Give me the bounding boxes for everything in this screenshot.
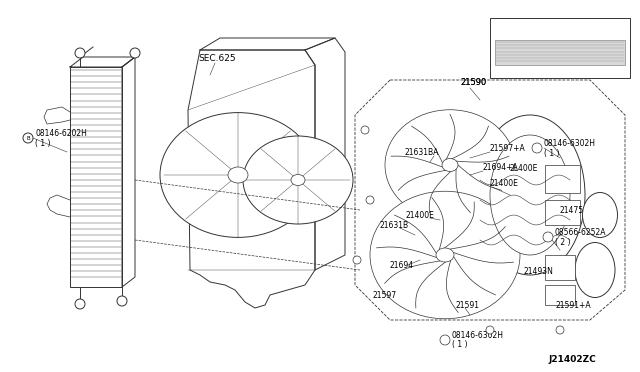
Text: 21631B: 21631B [380, 221, 409, 230]
Text: B: B [535, 145, 539, 151]
Ellipse shape [582, 192, 618, 237]
Text: 21590: 21590 [460, 77, 486, 87]
Circle shape [117, 296, 127, 306]
Circle shape [353, 256, 361, 264]
Text: 08146-6302H: 08146-6302H [452, 330, 504, 340]
Text: ( 1 ): ( 1 ) [452, 340, 467, 350]
Circle shape [75, 48, 85, 58]
Text: 08146-6202H: 08146-6202H [35, 128, 87, 138]
Bar [545, 285, 575, 305]
Text: 21591: 21591 [456, 301, 480, 310]
Circle shape [532, 143, 542, 153]
Text: 21400E: 21400E [490, 179, 519, 187]
Circle shape [440, 335, 450, 345]
Text: 21493N: 21493N [524, 267, 554, 276]
Text: 21475: 21475 [560, 205, 584, 215]
Ellipse shape [385, 110, 515, 220]
Circle shape [130, 48, 140, 58]
Circle shape [23, 133, 33, 143]
Text: B: B [26, 135, 30, 141]
Text: 08146-6302H: 08146-6302H [544, 138, 596, 148]
Text: 21590: 21590 [460, 77, 486, 87]
Text: ( 2 ): ( 2 ) [555, 237, 570, 247]
Text: 21694: 21694 [390, 260, 414, 269]
Text: 21599N: 21599N [535, 26, 570, 35]
Text: 2L400E: 2L400E [510, 164, 538, 173]
Text: 21591+A: 21591+A [556, 301, 591, 310]
Text: ( 1 ): ( 1 ) [544, 148, 559, 157]
Ellipse shape [490, 135, 570, 255]
Text: SEC.625: SEC.625 [198, 54, 236, 62]
Ellipse shape [575, 243, 615, 298]
Text: ( 1 ): ( 1 ) [35, 138, 51, 148]
Polygon shape [188, 50, 315, 308]
Circle shape [486, 326, 494, 334]
Bar [545, 200, 580, 225]
Circle shape [543, 232, 553, 242]
Ellipse shape [436, 248, 454, 262]
Text: B: B [444, 337, 447, 343]
Bar [545, 255, 575, 280]
Ellipse shape [442, 158, 458, 171]
Text: J21402ZC: J21402ZC [548, 356, 596, 365]
Text: 21597+A: 21597+A [490, 144, 525, 153]
Ellipse shape [370, 191, 520, 319]
Text: 21694+A: 21694+A [483, 163, 519, 171]
Ellipse shape [475, 115, 585, 275]
Ellipse shape [160, 113, 316, 237]
Text: 21631BA: 21631BA [405, 148, 440, 157]
Bar [545, 165, 580, 193]
Text: 08566-6252A: 08566-6252A [555, 228, 607, 237]
Bar [490, 18, 630, 78]
Ellipse shape [291, 174, 305, 186]
Circle shape [366, 196, 374, 204]
Text: 21597: 21597 [373, 291, 397, 299]
Text: 21400E: 21400E [406, 211, 435, 219]
Ellipse shape [228, 167, 248, 183]
Circle shape [75, 299, 85, 309]
Circle shape [361, 126, 369, 134]
Circle shape [556, 326, 564, 334]
Bar [70, 67, 122, 287]
Ellipse shape [243, 136, 353, 224]
Text: S: S [547, 234, 550, 240]
Bar [495, 40, 625, 65]
